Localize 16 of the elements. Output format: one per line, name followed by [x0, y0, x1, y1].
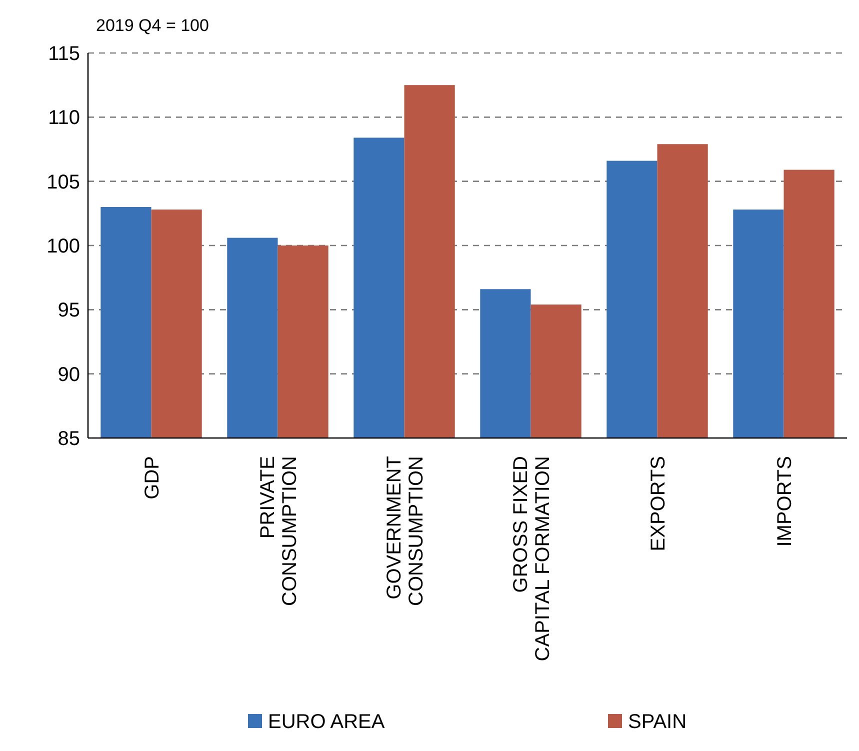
- x-tick-label: EXPORTS: [647, 456, 670, 552]
- y-tick-label: 110: [48, 107, 80, 130]
- legend-label: EURO AREA: [268, 711, 386, 733]
- y-tick-label: 95: [58, 300, 80, 322]
- y-tick-label: 100: [46, 236, 80, 258]
- x-tick-label: IMPORTS: [774, 456, 796, 547]
- x-tick-label: GOVERNMENT CONSUMPTION: [383, 456, 428, 606]
- legend-label: SPAIN: [628, 711, 687, 733]
- y-axis-title: 2019 Q4 = 100: [96, 16, 209, 35]
- y-tick-label: 85: [58, 428, 80, 450]
- x-tick-label: PRIVATE CONSUMPTION: [256, 456, 301, 606]
- y-tick-label: 115: [48, 43, 80, 65]
- x-tick-label: GDP: [141, 456, 164, 500]
- y-tick-label: 90: [58, 364, 80, 386]
- x-tick-label: GROSS FIXED CAPITAL FORMATION: [510, 456, 554, 662]
- y-tick-label: 105: [46, 171, 80, 194]
